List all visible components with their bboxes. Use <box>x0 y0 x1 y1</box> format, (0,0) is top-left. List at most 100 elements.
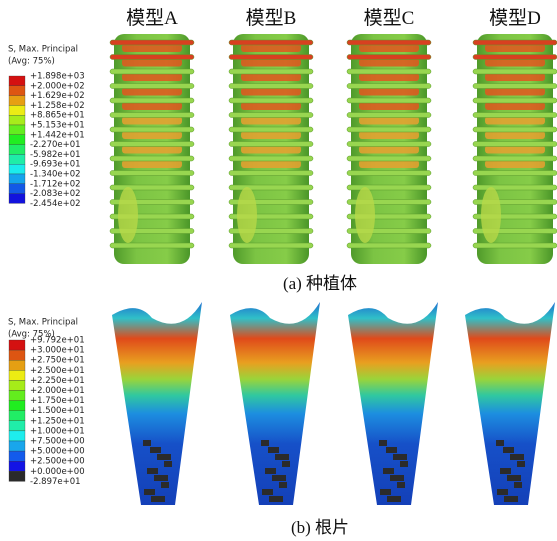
model-label: 模型C <box>364 7 415 29</box>
thread <box>229 156 313 161</box>
legend-label: +1.250e+01 <box>30 416 85 426</box>
dark-patch <box>517 461 525 467</box>
dark-patch <box>268 447 279 453</box>
thread <box>110 243 194 248</box>
legend-label: +2.500e+00 <box>30 457 85 467</box>
dark-patch <box>387 496 401 502</box>
thread <box>110 142 194 147</box>
thread <box>110 84 194 89</box>
root-section <box>348 302 438 505</box>
thread <box>347 55 431 60</box>
legend-label: +1.500e+01 <box>30 406 85 416</box>
thread <box>110 98 194 103</box>
legend-swatch <box>9 145 25 155</box>
legend-label: +1.258e+02 <box>30 101 85 111</box>
legend-label: +8.865e+01 <box>30 111 85 121</box>
legend-swatch <box>9 441 25 451</box>
legend-label: -5.982e+01 <box>30 150 81 160</box>
dark-patch <box>261 440 269 446</box>
thread <box>110 69 194 74</box>
model-label: 模型A <box>126 7 178 29</box>
dark-patch <box>497 489 508 495</box>
dark-patch <box>393 454 407 460</box>
legend-label: +9.792e+01 <box>30 336 85 346</box>
dark-patch <box>500 468 511 474</box>
caption: (b) 根片 <box>291 518 349 537</box>
dark-patch <box>383 468 394 474</box>
legend-label: +2.750e+01 <box>30 356 85 366</box>
dark-patch <box>386 447 397 453</box>
legend-label: +2.250e+01 <box>30 376 85 386</box>
legend-swatch <box>9 96 25 106</box>
thread <box>347 127 431 132</box>
dark-patch <box>275 454 289 460</box>
legend-title: S, Max. Principal <box>8 45 78 55</box>
dark-patch <box>262 489 273 495</box>
thread <box>229 142 313 147</box>
dark-patch <box>504 496 518 502</box>
implant-flat <box>481 187 501 243</box>
legend-swatch <box>9 154 25 164</box>
legend-label: +0.000e+00 <box>30 467 85 477</box>
legend-swatch <box>9 421 25 431</box>
legend-subtitle: (Avg: 75%) <box>8 57 55 67</box>
model-label: 模型D <box>489 7 541 29</box>
implant-flat <box>355 187 375 243</box>
dark-patch <box>510 454 524 460</box>
legend-label: -2.897e+01 <box>30 477 81 487</box>
thread <box>347 185 431 190</box>
dark-patch <box>151 496 165 502</box>
thread <box>110 127 194 132</box>
thread <box>229 113 313 118</box>
dark-patch <box>507 475 521 481</box>
thread <box>347 113 431 118</box>
legend-label: +5.153e+01 <box>30 121 85 131</box>
legend-swatch <box>9 360 25 370</box>
dark-patch <box>397 482 405 488</box>
thread <box>229 127 313 132</box>
legend-swatch <box>9 76 25 86</box>
thread <box>473 98 557 103</box>
thread <box>347 40 431 45</box>
legend-label: +1.000e+01 <box>30 426 85 436</box>
thread <box>473 40 557 45</box>
legend-swatch <box>9 125 25 135</box>
legend-label: +1.629e+02 <box>30 91 85 101</box>
legend-swatch <box>9 164 25 174</box>
legend-swatch <box>9 105 25 115</box>
figure: S, Max. Principal (Avg: 75%) S, Max. Pri… <box>0 0 557 541</box>
thread <box>229 84 313 89</box>
dark-patch <box>164 461 172 467</box>
dark-patch <box>161 482 169 488</box>
dark-patch <box>400 461 408 467</box>
thread <box>110 40 194 45</box>
legend-label: -2.270e+01 <box>30 140 81 150</box>
dark-patch <box>279 482 287 488</box>
thread <box>110 156 194 161</box>
dark-patch <box>147 468 158 474</box>
legend-label: -1.712e+02 <box>30 179 81 189</box>
dark-patch <box>496 440 504 446</box>
dark-patch <box>503 447 514 453</box>
dark-patch <box>154 475 168 481</box>
legend-swatch <box>9 380 25 390</box>
legend-swatch <box>9 411 25 421</box>
thread <box>229 40 313 45</box>
legend-swatch <box>9 340 25 350</box>
legend-swatch <box>9 115 25 125</box>
dark-patch <box>143 440 151 446</box>
thread <box>229 55 313 60</box>
thread <box>347 156 431 161</box>
legend-label: +1.442e+01 <box>30 130 85 140</box>
dark-patch <box>157 454 171 460</box>
thread <box>347 171 431 176</box>
legend-swatch <box>9 135 25 145</box>
dark-patch <box>390 475 404 481</box>
root-section <box>230 302 320 505</box>
dark-patch <box>272 475 286 481</box>
thread <box>347 142 431 147</box>
thread <box>473 243 557 248</box>
legend-swatch <box>9 184 25 194</box>
dark-patch <box>269 496 283 502</box>
legend-label: -1.340e+02 <box>30 170 81 180</box>
